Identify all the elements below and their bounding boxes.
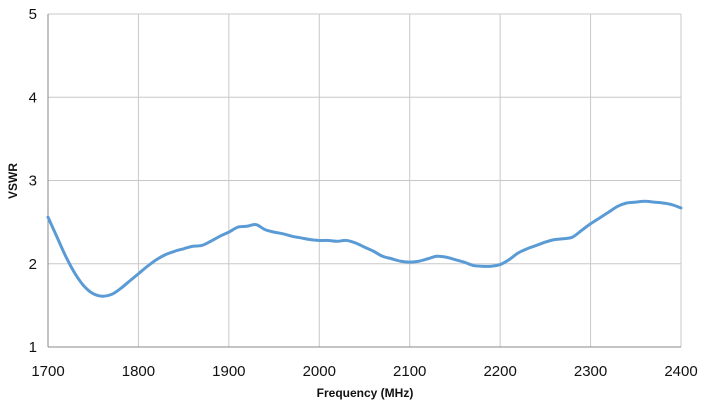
y-tick-label: 2 <box>29 256 37 273</box>
y-axis-title: VSWR <box>6 163 20 199</box>
y-tick-label: 3 <box>29 173 37 190</box>
vswr-series-line <box>46 199 683 298</box>
x-tick-label: 1700 <box>31 363 64 380</box>
x-axis-title: Frequency (MHz) <box>317 386 414 400</box>
x-tick-label: 2300 <box>574 363 607 380</box>
y-tick-labels: 1 2 3 4 5 <box>29 6 37 356</box>
series-lines <box>46 199 683 298</box>
x-tick-label: 2400 <box>664 363 697 380</box>
x-tick-label: 2000 <box>303 363 336 380</box>
y-tick-label: 5 <box>29 6 37 23</box>
axes <box>47 14 681 348</box>
x-tick-label: 1900 <box>212 363 245 380</box>
x-tick-label: 1800 <box>122 363 155 380</box>
x-tick-label: 2200 <box>483 363 516 380</box>
x-tick-label: 2100 <box>393 363 426 380</box>
grid-lines <box>47 13 682 348</box>
x-tick-labels: 1700 1800 1900 2000 2100 2200 2300 2400 <box>31 363 697 380</box>
y-tick-label: 4 <box>29 89 37 106</box>
y-tick-label: 1 <box>29 339 37 356</box>
